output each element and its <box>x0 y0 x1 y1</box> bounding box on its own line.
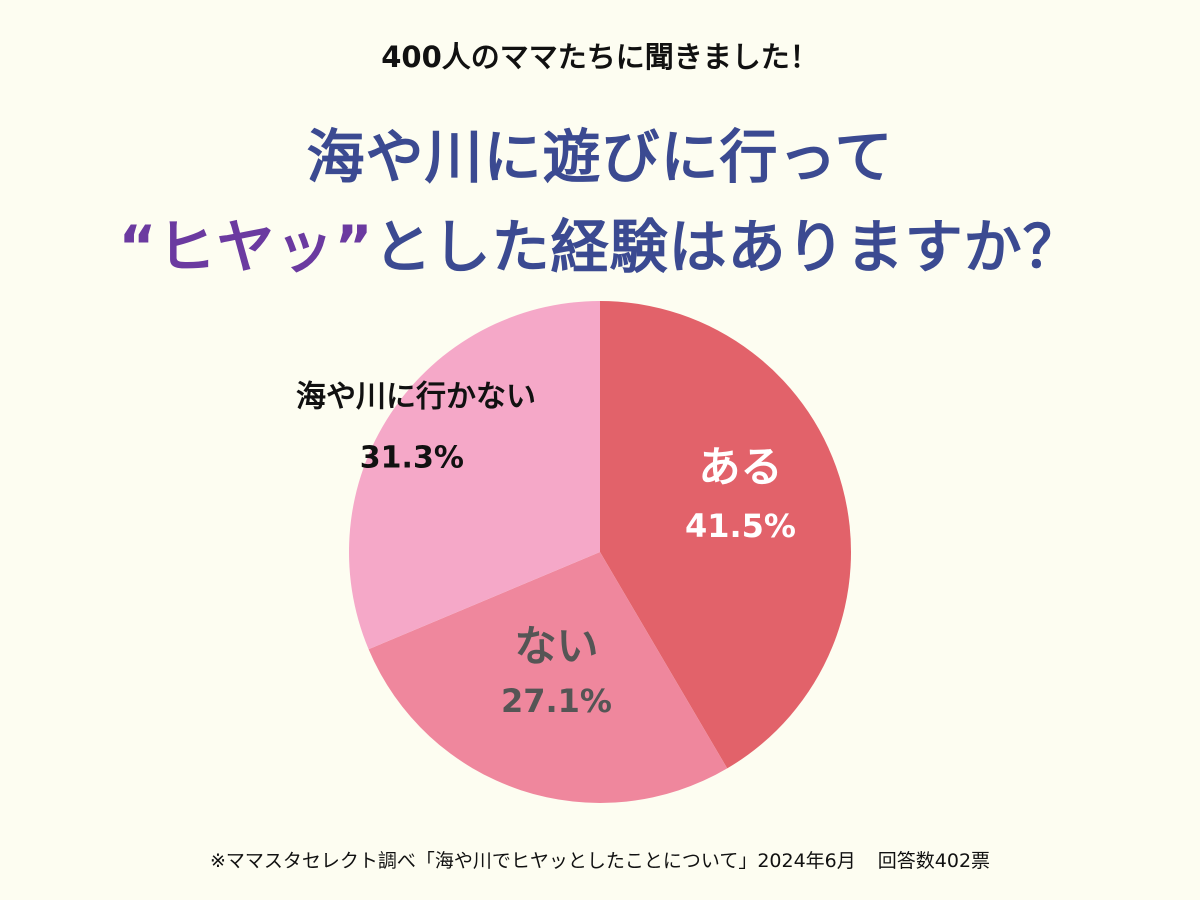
slice-value-label: 31.3% <box>360 440 464 475</box>
slice-value-label: 27.1% <box>501 682 612 720</box>
chart-title-line1: 海や川に遊びに行って <box>306 123 894 191</box>
pie-slice <box>368 552 728 804</box>
response-count: 回答数402票 <box>877 850 991 872</box>
slice-label: ない <box>514 622 598 671</box>
chart-title-rest: とした経験はありますか？ <box>373 213 1082 281</box>
source-footnote: ※ママスタセレクト調べ「海や川でヒヤッとしたことについて」2024年6月 回答数4… <box>0 846 1200 873</box>
pie-slice <box>349 301 600 650</box>
source-text: ※ママスタセレクト調べ「海や川でヒヤッとしたことについて」2024年6月 <box>209 850 856 872</box>
pie-slice <box>600 301 852 769</box>
slice-label: ある <box>698 442 782 491</box>
survey-subtitle: 400人のママたちに聞きました！ <box>381 40 819 74</box>
slice-value-label: 41.5% <box>685 507 796 545</box>
chart-title-accent: “ヒヤッ” <box>118 213 374 281</box>
chart-title-line2: “ヒヤッ”とした経験はありますか？ <box>0 200 1200 284</box>
slice-label: 海や川に行かない <box>296 379 536 414</box>
